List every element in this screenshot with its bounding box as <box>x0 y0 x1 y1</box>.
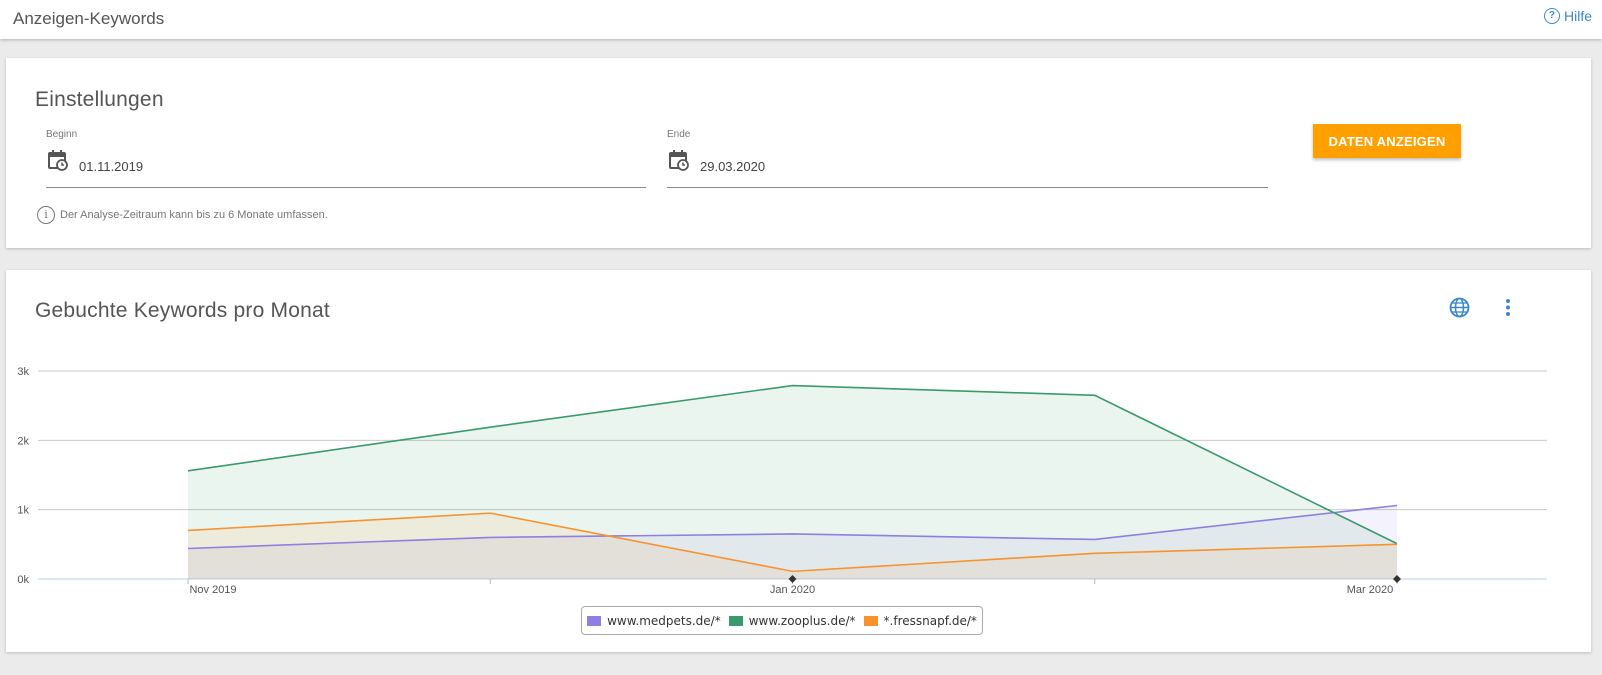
end-date-value: 29.03.2020 <box>700 159 766 174</box>
keywords-chart: Nov 2019 Jan 2020 Mar 2020 0k 1k 2k 3k <box>17 366 1547 596</box>
legend-item[interactable]: www.medpets.de/* <box>587 614 721 628</box>
calendar-clock-icon <box>48 150 68 171</box>
x-marker <box>1393 575 1401 583</box>
more-vert-icon[interactable] <box>1501 297 1515 318</box>
series-area <box>188 385 1397 579</box>
settings-title: Einstellungen <box>35 88 164 111</box>
legend-swatch <box>728 615 743 626</box>
legend-swatch <box>863 615 878 626</box>
end-date-label: Ende <box>667 129 691 140</box>
help-icon: ? <box>1543 8 1560 24</box>
legend-label: www.medpets.de/* <box>607 613 721 628</box>
series-area <box>188 513 1397 579</box>
start-date-label: Beginn <box>46 129 78 140</box>
legend-label: *.fressnapf.de/* <box>883 613 977 628</box>
info-icon: i <box>37 206 55 224</box>
x-marker <box>788 575 797 583</box>
x-tick-label: Jan 2020 <box>770 584 815 596</box>
start-date-value: 01.11.2019 <box>79 159 144 174</box>
series-line <box>187 504 1398 550</box>
legend-swatch <box>587 615 602 626</box>
chart-legend: www.medpets.de/* www.zooplus.de/* *.fressn… <box>581 606 983 635</box>
legend-item[interactable]: *.fressnapf.de/* <box>863 613 977 628</box>
series-line <box>187 384 1398 545</box>
x-tick-label: Mar 2020 <box>1347 584 1393 596</box>
y-tick-label: 3k <box>17 366 29 378</box>
end-date-field[interactable]: Ende 29.03.2020 <box>667 129 1268 188</box>
y-tick-label: 1k <box>17 505 29 517</box>
show-data-button[interactable]: DATEN ANZEIGEN <box>1313 124 1461 158</box>
legend-item[interactable]: www.zooplus.de/* <box>728 613 856 628</box>
calendar-clock-icon <box>669 150 689 171</box>
page-title: Anzeigen-Keywords <box>13 9 165 28</box>
chart-card <box>6 270 1591 652</box>
help-link[interactable]: ? Hilfe <box>1543 8 1592 24</box>
x-tick-label: Nov 2019 <box>189 584 236 596</box>
start-date-field[interactable]: Beginn 01.11.2019 <box>46 129 646 188</box>
legend-label: www.zooplus.de/* <box>748 613 856 628</box>
help-label: Hilfe <box>1563 8 1592 24</box>
series-line <box>187 512 1398 573</box>
top-bar: Anzeigen-Keywords ? Hilfe <box>0 0 1602 39</box>
info-note: i Der Analyse-Zeitraum kann bis zu 6 Mon… <box>37 206 328 224</box>
globe-icon[interactable] <box>1449 297 1470 318</box>
y-tick-label: 0k <box>17 574 29 586</box>
chart-title: Gebuchte Keywords pro Monat <box>35 299 330 322</box>
info-text: Der Analyse-Zeitraum kann bis zu 6 Monat… <box>60 209 328 221</box>
y-tick-label: 2k <box>17 435 29 447</box>
series-area <box>188 505 1397 579</box>
